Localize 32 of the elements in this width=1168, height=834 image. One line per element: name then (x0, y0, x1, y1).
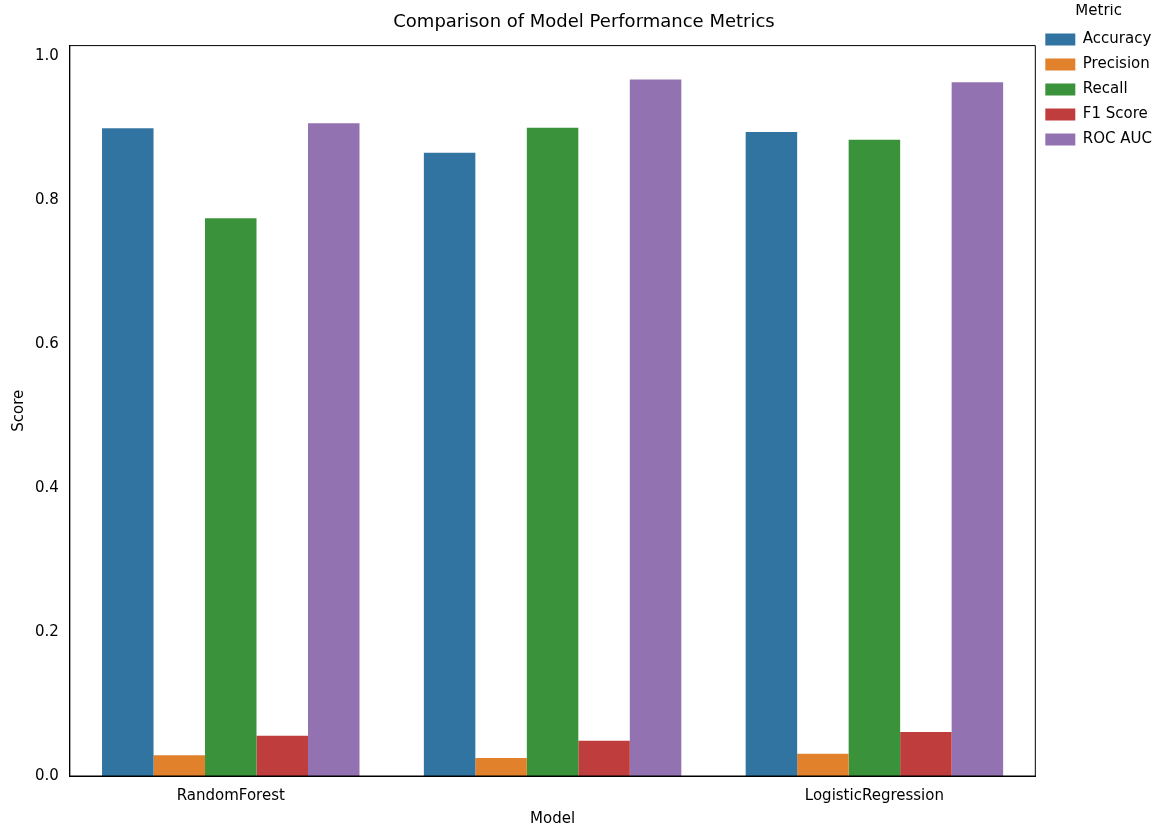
bar (153, 755, 206, 776)
bar (629, 79, 682, 776)
x-tick-label: RandomForest (176, 785, 285, 804)
bar (578, 740, 630, 776)
y-tick-label: 0.8 (35, 190, 59, 209)
bar (205, 218, 257, 776)
x-axis-title: Model (530, 808, 576, 827)
legend-title: Metric (1075, 1, 1122, 20)
bar (848, 139, 901, 776)
y-tick-label: 1.0 (35, 46, 59, 65)
bar (256, 735, 308, 776)
bar (900, 732, 952, 776)
bar (475, 758, 527, 776)
legend-label: F1 Score (1082, 104, 1148, 123)
y-axis-title: Score (8, 389, 27, 432)
bar (308, 123, 360, 776)
chart-title: Comparison of Model Performance Metrics (393, 10, 775, 32)
legend-label: Precision (1082, 54, 1150, 73)
x-tick-label: LogisticRegression (804, 785, 944, 804)
bar (797, 753, 849, 776)
bar (745, 131, 798, 776)
legend-label: Recall (1082, 79, 1128, 98)
y-tick-label: 0.0 (35, 765, 59, 784)
y-tick-label: 0.6 (35, 334, 59, 353)
y-tick-label: 0.2 (35, 621, 59, 640)
y-tick-label: 0.4 (35, 478, 59, 497)
bar (526, 127, 579, 776)
bar (423, 152, 476, 776)
bar (102, 128, 154, 776)
legend-label: Accuracy (1082, 29, 1152, 48)
bar (951, 82, 1004, 776)
legend-label: ROC AUC (1082, 129, 1152, 148)
